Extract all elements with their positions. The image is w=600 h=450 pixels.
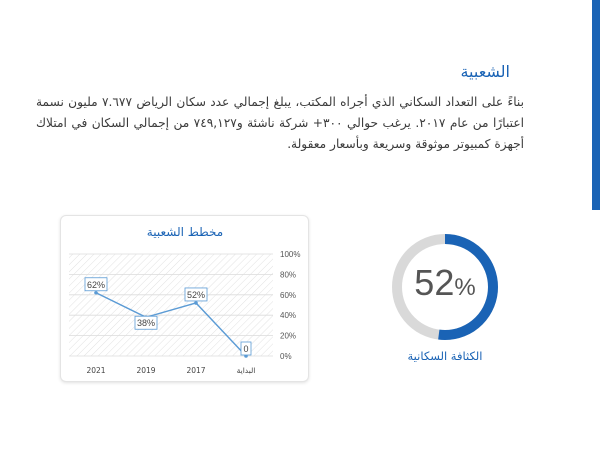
population-density-donut: 52% — [388, 230, 502, 344]
data-label-box — [84, 277, 108, 292]
y-tick-label: 20% — [280, 332, 296, 341]
data-label: 52% — [187, 290, 205, 300]
popularity-chart: مخطط الشعبية 0% 20% 40% 60% 80% 100% 62% 38% 52… — [69, 225, 300, 375]
x-tick-label: 2021 — [86, 366, 105, 375]
x-tick-label: 2017 — [186, 366, 205, 375]
donut-label: الكثافة السكانية — [407, 349, 483, 363]
donut-value-number: 52 — [414, 262, 455, 303]
data-label: 0 — [243, 344, 248, 354]
donut-value-unit: % — [454, 274, 476, 301]
data-point — [194, 301, 198, 305]
data-point — [94, 290, 98, 295]
y-tick-label: 0% — [280, 352, 292, 361]
popularity-chart-card: مخطط الشعبية 0% 20% 40% 60% 80% 100% 62% 38% 52… — [60, 215, 309, 382]
data-label: 38% — [137, 318, 155, 328]
y-tick-label: 60% — [280, 291, 296, 300]
accent-bar — [592, 0, 600, 210]
data-label-box — [240, 341, 252, 356]
x-tick-label: البداية — [237, 366, 256, 375]
y-tick-label: 80% — [280, 270, 296, 279]
data-label-box — [134, 315, 158, 330]
section-title: الشعبية — [460, 62, 510, 81]
donut-value-text: 52% — [388, 263, 502, 308]
data-label-box — [184, 287, 208, 302]
data-label: 62% — [87, 280, 105, 290]
plot-area — [69, 254, 273, 356]
y-tick-label: 100% — [280, 250, 300, 259]
y-tick-label: 40% — [280, 311, 296, 320]
series-line — [95, 292, 247, 357]
section-paragraph: بناءً على التعداد السكاني الذي أجراه الم… — [36, 95, 524, 151]
x-tick-label: 2019 — [136, 366, 155, 375]
donut-value-arc — [392, 234, 498, 340]
chart-title: مخطط الشعبية — [147, 225, 223, 239]
